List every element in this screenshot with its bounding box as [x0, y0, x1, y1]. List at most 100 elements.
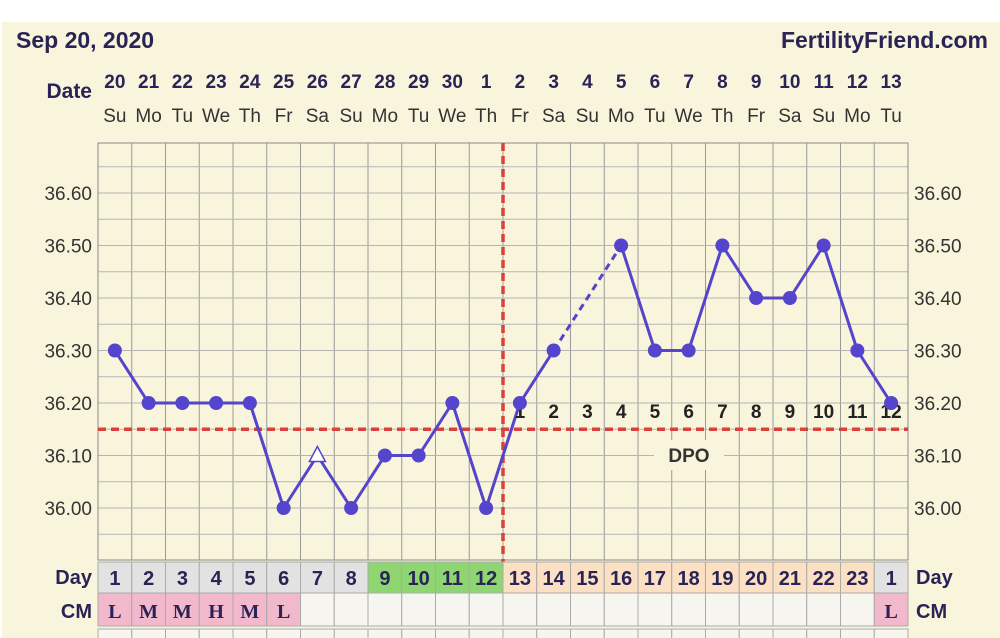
dpo-number: 1 [515, 402, 526, 423]
notes-cell [536, 628, 571, 638]
dpo-label: DPO [668, 446, 709, 467]
temp-point [546, 343, 561, 358]
cm-value: L [277, 601, 290, 623]
y-tick-label-right: 36.40 [914, 289, 962, 310]
cm-cell [131, 592, 166, 627]
notes-cell [570, 628, 605, 638]
temp-line [417, 402, 454, 457]
notes-cell [671, 628, 706, 638]
notes-cell [165, 628, 200, 638]
date-label: 1 [481, 72, 492, 93]
date-label: 13 [881, 72, 902, 93]
temp-point [782, 291, 797, 305]
temp-line [856, 349, 893, 404]
weekday-label: Mo [844, 106, 870, 127]
temp-line [687, 245, 724, 351]
notes-cell [873, 628, 909, 638]
cm-cell [570, 592, 605, 627]
temp-line [721, 244, 758, 299]
date-label: 29 [408, 72, 429, 93]
temp-point [647, 343, 662, 358]
cm-cell [637, 592, 673, 627]
cycle-day-cell [131, 561, 166, 594]
temp-point [107, 343, 122, 358]
cycle-day-number: 13 [509, 568, 531, 590]
weekday-label: Th [239, 106, 261, 127]
temp-line [484, 402, 522, 509]
cm-cell [266, 592, 301, 627]
weekday-label: Su [340, 106, 363, 127]
cycle-day-number: 23 [846, 568, 868, 590]
cycle-day-number: 4 [211, 568, 223, 590]
cm-value: H [208, 601, 224, 623]
cycle-day-number: 10 [408, 568, 430, 590]
temp-point [175, 396, 190, 410]
cycle-day-number: 20 [745, 568, 767, 590]
y-tick-label: 36.00 [44, 499, 92, 520]
chart-svg: Sep 20, 2020 FertilityFriend.com Date Da… [16, 27, 988, 638]
temp-point [411, 448, 426, 463]
notes-cell [772, 628, 808, 638]
cycle-day-cell [536, 561, 571, 594]
cm-value: M [240, 601, 259, 623]
date-label: 26 [307, 72, 328, 93]
cm-cell [603, 592, 639, 627]
cycle-day-cell [300, 561, 335, 594]
weekday-label: Fr [511, 106, 530, 127]
cycle-day-number: 9 [379, 568, 390, 590]
cm-cell [772, 592, 808, 627]
y-tick-label-right: 36.60 [914, 184, 962, 205]
dpo-number: 6 [683, 402, 694, 423]
notes-cell [367, 628, 403, 638]
date-label: 2 [515, 72, 526, 93]
temp-line [349, 454, 387, 509]
weekday-label: Fr [747, 106, 766, 127]
cm-cell [671, 592, 706, 627]
cycle-day-number: 1 [886, 568, 897, 590]
cm-cell [300, 592, 335, 627]
y-tick-label: 36.30 [44, 342, 92, 363]
notes-cell [738, 628, 774, 638]
temp-point [445, 396, 460, 410]
cycle-day-number: 16 [610, 568, 632, 590]
temp-line [282, 454, 319, 509]
date-label: 30 [442, 72, 463, 93]
cycle-day-cell [232, 561, 268, 594]
chart-date-title: Sep 20, 2020 [16, 27, 154, 53]
temp-point [479, 501, 494, 515]
cycle-day-number: 21 [779, 568, 801, 590]
weekday-label: Mo [372, 106, 398, 127]
cycle-day-number: 15 [576, 568, 598, 590]
brand-label[interactable]: FertilityFriend.com [781, 27, 988, 53]
weekday-label: Th [475, 106, 497, 127]
date-label: 21 [138, 72, 160, 93]
y-tick-label: 36.40 [44, 289, 92, 310]
cm-cell [705, 592, 740, 627]
date-label: 20 [104, 72, 125, 93]
notes-cell [300, 628, 335, 638]
cycle-day-number: 7 [312, 568, 323, 590]
temp-point [377, 448, 392, 463]
temp-point [614, 238, 629, 253]
temp-point [715, 238, 730, 253]
cm-cell [840, 592, 875, 627]
notes-cell [806, 628, 841, 638]
dpo-number: 8 [751, 402, 762, 423]
date-label: 7 [683, 72, 694, 93]
temp-point [749, 291, 764, 305]
temp-point [681, 343, 696, 358]
date-label: 25 [273, 72, 295, 93]
temp-point [276, 501, 291, 515]
notes-cell [131, 628, 166, 638]
notes-cell [637, 628, 673, 638]
date-label: 12 [847, 72, 868, 93]
day-row-label: Day [55, 567, 93, 589]
notes-cell [333, 628, 369, 638]
date-label: 22 [172, 72, 193, 93]
temp-line [619, 245, 657, 351]
cm-cell [536, 592, 571, 627]
notes-cell [603, 628, 639, 638]
notes-cell [435, 628, 470, 638]
cycle-day-number: 12 [475, 568, 497, 590]
date-label: 28 [374, 72, 395, 93]
